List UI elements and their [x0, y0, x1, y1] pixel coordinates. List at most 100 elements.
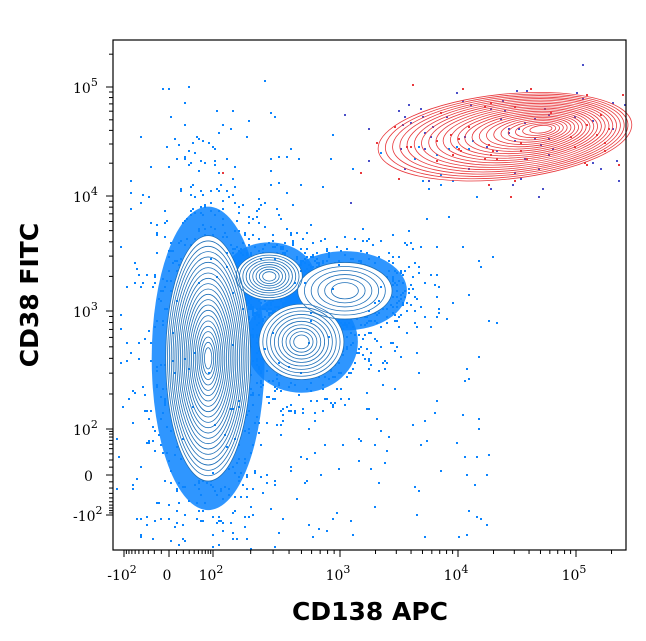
event-dot	[274, 546, 276, 548]
event-dot	[488, 320, 490, 322]
event-dot	[218, 516, 220, 518]
event-dot	[392, 342, 394, 344]
event-dot	[476, 456, 478, 458]
event-dot	[204, 204, 206, 206]
event-dot	[382, 384, 384, 386]
event-dot	[320, 240, 322, 242]
event-dot	[542, 188, 544, 190]
event-dot	[332, 134, 334, 136]
contour-level	[392, 95, 625, 177]
event-dot	[178, 144, 180, 146]
event-dot	[436, 246, 438, 248]
y-tick-label: 0	[84, 469, 93, 485]
event-dot	[458, 148, 460, 150]
contour-level	[200, 336, 216, 381]
event-dot	[164, 222, 166, 224]
event-dot	[462, 88, 464, 90]
event-dot	[436, 316, 438, 318]
event-dot	[134, 392, 136, 394]
event-dot	[252, 514, 254, 516]
event-dot	[458, 536, 460, 538]
event-dot	[468, 126, 470, 128]
event-dot	[622, 94, 624, 96]
contour-level	[330, 282, 359, 300]
event-dot	[294, 282, 296, 284]
event-dot	[284, 242, 286, 244]
event-dot	[416, 326, 418, 328]
event-dot	[156, 252, 158, 254]
event-dot	[362, 240, 364, 242]
event-dot	[412, 288, 414, 290]
contour-level	[289, 331, 314, 353]
event-dot	[258, 222, 260, 224]
event-dot	[410, 242, 412, 244]
contour-level	[471, 112, 583, 152]
contour-level	[413, 99, 614, 170]
event-dot	[166, 280, 168, 282]
event-dot	[430, 326, 432, 328]
event-dot	[232, 512, 234, 514]
event-dot	[290, 410, 292, 412]
event-dot	[256, 216, 258, 218]
event-dot	[192, 406, 194, 408]
event-dot	[216, 188, 218, 190]
event-dot	[408, 292, 410, 294]
event-dot	[286, 406, 288, 408]
contour-level	[258, 303, 345, 381]
event-dot	[258, 208, 260, 210]
event-dot	[188, 150, 190, 152]
event-dot	[352, 168, 354, 170]
event-dot	[202, 140, 204, 142]
event-dot	[354, 362, 356, 364]
event-dot	[226, 446, 228, 448]
event-dot	[148, 442, 150, 444]
event-dot	[446, 318, 448, 320]
event-dot	[272, 246, 274, 248]
contour-level	[180, 277, 237, 439]
event-dot	[170, 116, 172, 118]
event-dot	[232, 248, 234, 250]
event-dot	[236, 538, 238, 540]
event-dot	[414, 486, 416, 488]
event-dot	[258, 198, 260, 200]
event-dot	[250, 394, 252, 396]
event-dot	[196, 136, 198, 138]
event-dot	[296, 498, 298, 500]
event-dot	[208, 372, 210, 374]
contour-level	[310, 270, 379, 312]
event-dot	[328, 336, 330, 338]
event-dot	[520, 178, 522, 180]
event-dot	[292, 204, 294, 206]
event-dot	[182, 524, 184, 526]
event-dot	[182, 438, 184, 440]
event-dot	[362, 338, 364, 340]
event-dot	[154, 276, 156, 278]
event-dot	[418, 372, 420, 374]
event-dot	[466, 474, 468, 476]
contour-core	[258, 304, 344, 380]
event-dot	[202, 224, 204, 226]
event-dot	[412, 424, 414, 426]
event-dot	[212, 516, 214, 518]
event-dot	[226, 158, 228, 160]
event-dot	[246, 254, 248, 256]
event-dot	[396, 320, 398, 322]
event-dot	[176, 488, 178, 490]
event-dot	[230, 408, 232, 410]
event-dot	[278, 156, 280, 158]
event-dot	[488, 144, 490, 146]
contour-level	[202, 341, 215, 375]
event-dot	[586, 124, 588, 126]
event-dot	[462, 414, 464, 416]
event-dot	[514, 140, 516, 142]
event-dot	[248, 120, 250, 122]
event-dot	[198, 138, 200, 140]
event-dot	[490, 188, 492, 190]
event-dot	[616, 160, 618, 162]
event-dot	[178, 502, 180, 504]
event-dot	[286, 156, 288, 158]
event-dot	[284, 304, 286, 306]
event-dot	[376, 418, 378, 420]
event-dot	[176, 510, 178, 512]
event-dot	[348, 372, 350, 374]
